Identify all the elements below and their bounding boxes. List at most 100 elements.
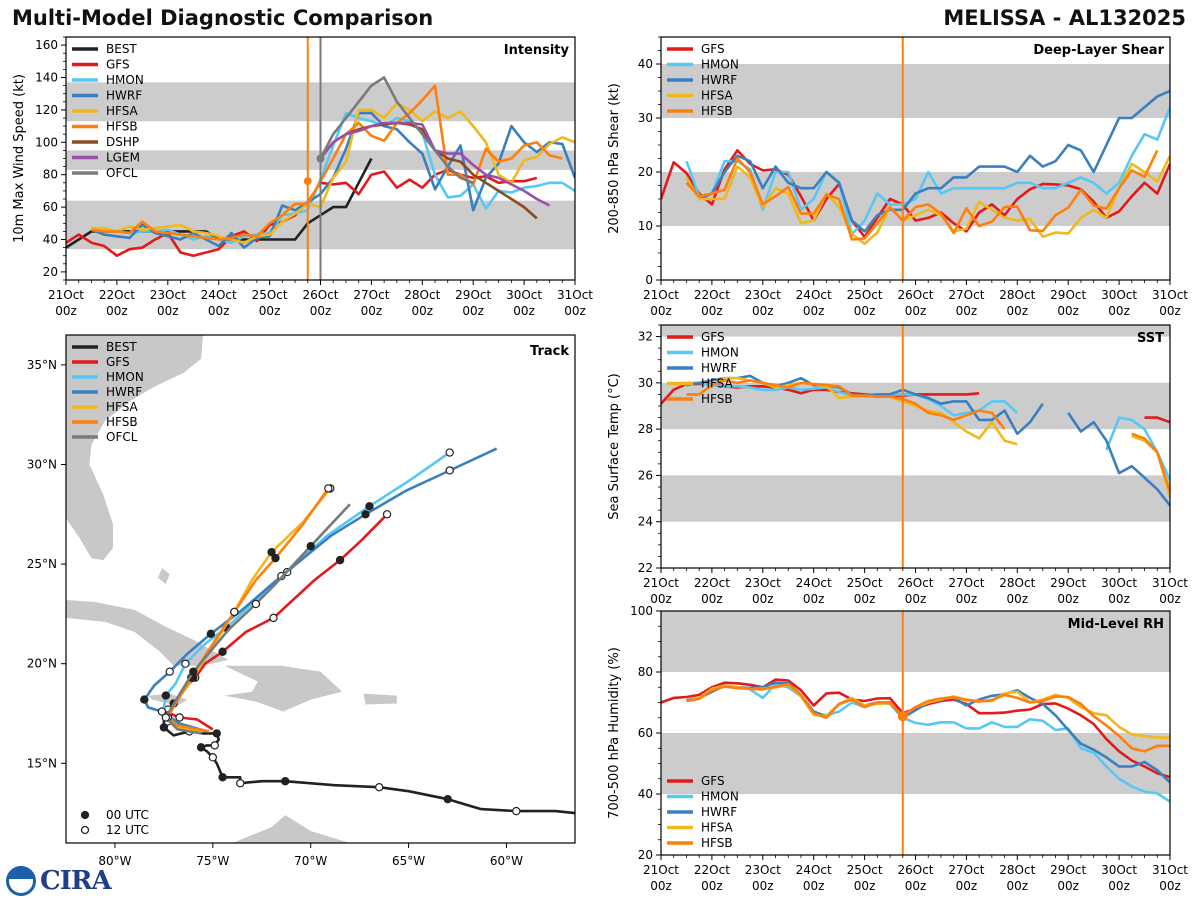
x-tick-sublabel: 00z — [905, 879, 927, 893]
y-tick-label: 35°N — [27, 358, 57, 372]
x-tick-label: 30Oct — [1101, 576, 1137, 590]
y-tick-label: 22 — [638, 561, 653, 575]
track-point — [269, 613, 278, 623]
x-tick-label: 22Oct — [694, 863, 730, 877]
x-tick-sublabel: 00z — [1108, 879, 1130, 893]
legend-label: OFCL — [106, 430, 138, 444]
x-tick-sublabel: 00z — [803, 879, 825, 893]
track-point — [443, 794, 452, 804]
legend-label: HFSA — [106, 400, 139, 414]
x-tick-label: 25Oct — [847, 863, 883, 877]
x-tick-sublabel: 00z — [513, 304, 535, 318]
x-tick-sublabel: 00z — [905, 304, 927, 318]
x-tick-label: 80°W — [98, 854, 131, 868]
x-tick-sublabel: 00z — [956, 304, 978, 318]
track-point — [189, 667, 198, 676]
y-axis-label: 700-500 hPa Humidity (%) — [607, 647, 622, 819]
x-tick-label: 29Oct — [1050, 576, 1086, 590]
x-tick-sublabel: 00z — [905, 592, 927, 606]
x-tick-label: 27Oct — [353, 288, 389, 302]
track-point — [271, 553, 280, 563]
x-tick-label: 21Oct — [643, 288, 679, 302]
panel-title: Track — [530, 344, 569, 359]
track-point — [306, 541, 315, 551]
page-title: Multi-Model Diagnostic Comparison — [12, 6, 434, 30]
x-tick-label: 28Oct — [999, 288, 1035, 302]
x-tick-label: 28Oct — [999, 863, 1035, 877]
legend-label: GFS — [106, 355, 130, 369]
y-tick-label: 80 — [43, 168, 58, 182]
series-line-hwrf — [685, 89, 1170, 233]
x-tick-label: 26Oct — [897, 576, 933, 590]
marker-legend-label: 12 UTC — [106, 823, 149, 837]
track-point — [140, 695, 149, 704]
x-tick-sublabel: 00z — [1159, 592, 1181, 606]
y-tick-label: 0 — [645, 273, 653, 287]
x-tick-label: 23Oct — [745, 576, 781, 590]
track-point — [267, 547, 276, 557]
x-tick-sublabel: 00z — [1108, 592, 1130, 606]
x-tick-sublabel: 00z — [854, 304, 876, 318]
legend-label: BEST — [106, 42, 137, 56]
plot-frame — [65, 334, 576, 844]
y-tick-label: 28 — [638, 422, 653, 436]
noaa-logo-icon — [6, 866, 36, 896]
y-tick-label: 15°N — [27, 756, 57, 770]
x-tick-label: 24Oct — [796, 288, 832, 302]
x-tick-label: 31Oct — [557, 288, 593, 302]
x-tick-label: 22Oct — [99, 288, 135, 302]
x-tick-sublabel: 00z — [1159, 304, 1181, 318]
logo-group: CIRA — [6, 866, 112, 896]
legend-label: HFSB — [701, 104, 733, 118]
series-line-hmon — [686, 682, 1170, 803]
track-point — [181, 659, 190, 668]
south-america-land — [163, 815, 350, 843]
x-tick-label: 25Oct — [847, 576, 883, 590]
plot-frame — [660, 324, 1171, 569]
x-tick-label: 23Oct — [745, 288, 781, 302]
hispaniola-land — [224, 665, 343, 712]
track-point — [512, 806, 521, 816]
legend-label: HWRF — [106, 89, 142, 103]
storm-title: MELISSA - AL132025 — [943, 6, 1186, 30]
panel-sst: 22 24 26 28 30 32 Sea Surface Temp (°C) SST 21Oc… — [607, 324, 1188, 606]
shaded-band — [661, 611, 1170, 672]
x-tick-label: 29Oct — [455, 288, 491, 302]
x-tick-label: 31Oct — [1152, 288, 1188, 302]
track-point — [157, 707, 167, 716]
y-tick-label: 10 — [638, 219, 653, 233]
y-tick-label: 30 — [638, 111, 653, 125]
track-point — [445, 466, 454, 475]
track-point — [281, 777, 290, 786]
legend-label: HMON — [701, 58, 739, 72]
x-tick-sublabel: 00z — [1057, 879, 1079, 893]
y-tick-label: 160 — [35, 38, 58, 52]
x-tick-sublabel: 00z — [1007, 304, 1029, 318]
x-tick-sublabel: 00z — [564, 304, 586, 318]
legend-label: HFSA — [701, 89, 734, 103]
track-point — [324, 484, 333, 493]
x-tick-sublabel: 00z — [803, 592, 825, 606]
x-tick-sublabel: 00z — [208, 304, 230, 318]
panel-title: Intensity — [504, 43, 570, 58]
track-point — [206, 629, 216, 639]
x-tick-label: 25Oct — [252, 288, 288, 302]
x-tick-sublabel: 00z — [701, 592, 723, 606]
y-axis-label: 200-850 hPa Shear (kt) — [607, 83, 622, 234]
legend-label: GFS — [106, 58, 130, 72]
panel-title: SST — [1137, 331, 1164, 346]
series-line-hfsa — [91, 102, 575, 244]
legend-label: OFCL — [106, 166, 138, 180]
x-tick-label: 27Oct — [948, 863, 984, 877]
shaded-band — [661, 64, 1170, 118]
x-tick-label: 24Oct — [796, 576, 832, 590]
track-point — [212, 729, 221, 738]
x-tick-label: 29Oct — [1050, 863, 1086, 877]
x-tick-label: 30Oct — [1101, 288, 1137, 302]
x-tick-label: 31Oct — [1152, 863, 1188, 877]
x-tick-sublabel: 00z — [1057, 592, 1079, 606]
series-line-ofcl — [319, 76, 474, 185]
x-tick-sublabel: 00z — [803, 304, 825, 318]
x-tick-sublabel: 00z — [1108, 304, 1130, 318]
track-point — [175, 713, 184, 722]
